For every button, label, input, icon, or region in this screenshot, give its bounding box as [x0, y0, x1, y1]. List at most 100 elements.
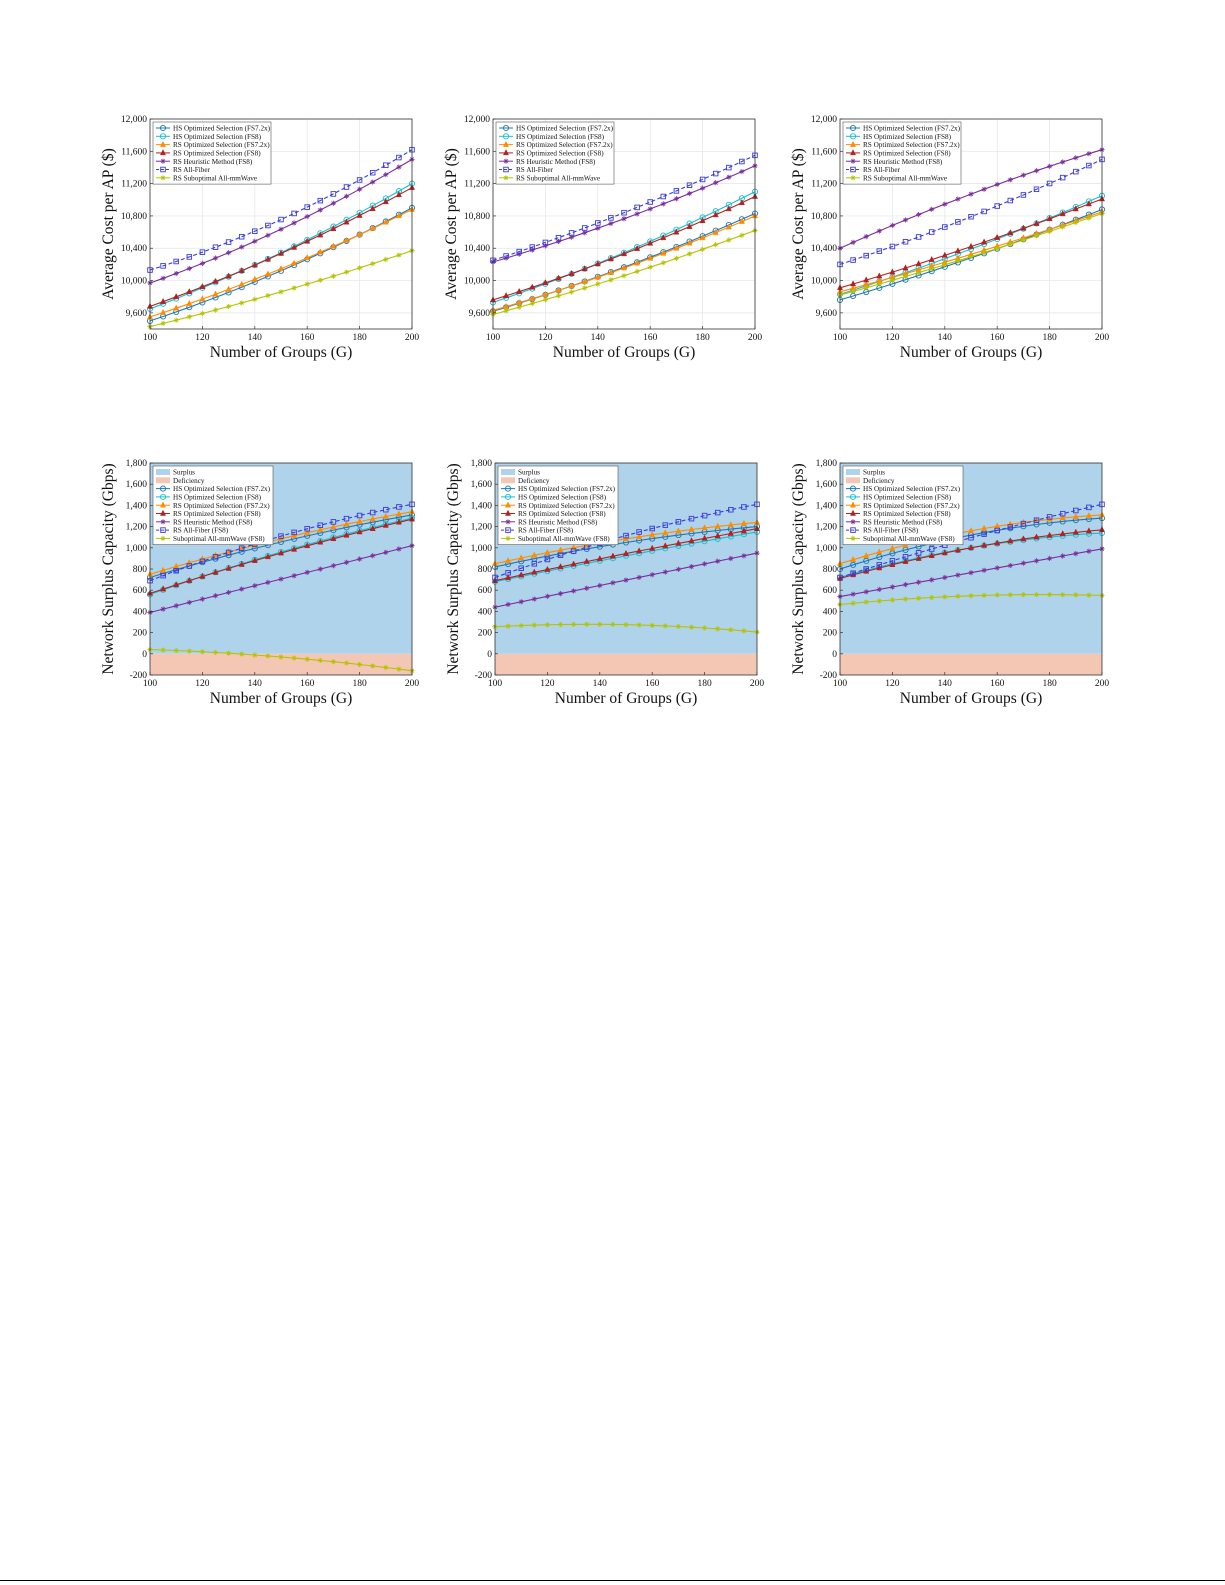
y-tick-label: 12,000	[464, 115, 490, 125]
x-tick-label: 120	[538, 333, 553, 343]
x-tick-label: 200	[405, 333, 420, 343]
data-point	[277, 265, 285, 272]
data-point	[330, 200, 336, 206]
data-point	[544, 565, 551, 572]
data-point	[225, 548, 232, 555]
data-point	[395, 510, 402, 517]
legend-marker	[160, 527, 166, 533]
legend-entry-label: Deficiency	[173, 477, 205, 485]
x-tick-label: 180	[352, 333, 367, 343]
series-7	[492, 621, 760, 635]
data-point	[889, 584, 895, 590]
legend-marker	[849, 140, 857, 147]
legend-entry-label: RS Heuristic Method (FS8)	[173, 518, 253, 526]
data-point	[675, 527, 682, 534]
data-point	[252, 238, 258, 244]
data-point	[317, 566, 323, 572]
data-point	[199, 596, 205, 602]
data-point	[647, 239, 654, 246]
series-line	[839, 503, 1103, 579]
legend-marker	[502, 149, 510, 156]
data-point	[382, 198, 389, 205]
data-point	[942, 594, 948, 600]
y-tick-label: 0	[487, 650, 492, 660]
legend-entry-label: RS Heuristic Method (FS8)	[518, 518, 598, 526]
data-point	[212, 554, 219, 560]
data-point	[570, 548, 577, 554]
data-point	[503, 308, 509, 314]
x-tick-label: 120	[885, 679, 900, 689]
legend-marker	[160, 158, 166, 164]
data-point	[739, 168, 745, 175]
data-point	[607, 268, 614, 275]
data-point	[212, 277, 219, 284]
legend-box	[152, 465, 274, 545]
legend-entry-label: HS Optimized Selection (FS8)	[863, 133, 952, 141]
data-point	[662, 522, 669, 528]
y-tick-label: 200	[823, 629, 838, 639]
data-point	[1007, 524, 1014, 530]
legend-entry-label: RS Optimized Selection (FS8)	[863, 150, 951, 158]
data-point	[863, 552, 870, 559]
legend-entry-label: Surplus	[518, 469, 540, 477]
series-4	[146, 515, 416, 596]
data-point	[160, 566, 167, 573]
data-point	[265, 232, 271, 238]
data-point	[383, 664, 389, 671]
data-point	[621, 216, 627, 222]
data-point	[516, 248, 522, 255]
data-point	[621, 273, 627, 279]
data-point	[699, 176, 706, 183]
data-point	[967, 242, 975, 249]
data-point	[967, 527, 975, 534]
legend-marker	[850, 166, 856, 173]
data-point	[199, 572, 206, 579]
data-point	[728, 555, 734, 562]
data-point	[304, 656, 310, 662]
data-point	[968, 593, 974, 599]
x-tick-label: 120	[195, 679, 210, 689]
data-point	[304, 254, 311, 261]
legend-box	[842, 121, 962, 185]
data-point	[505, 570, 511, 576]
legend-marker	[160, 535, 166, 541]
y-tick-label: 9,600	[816, 309, 838, 319]
data-point	[212, 244, 219, 250]
data-point	[571, 588, 577, 594]
data-point	[304, 542, 311, 549]
data-point	[850, 591, 856, 597]
x-tick-label: 140	[593, 679, 608, 689]
data-point	[1059, 530, 1066, 537]
data-point	[557, 591, 564, 597]
data-point	[1085, 200, 1092, 207]
data-point	[739, 232, 745, 238]
data-point	[557, 552, 564, 558]
data-point	[529, 283, 536, 290]
data-point	[941, 251, 948, 258]
data-point	[738, 217, 745, 224]
legend-entry-label: RS All-Fiber	[863, 166, 901, 174]
data-point	[239, 300, 245, 306]
data-point	[357, 556, 363, 562]
data-point	[673, 244, 680, 251]
data-point	[581, 265, 588, 272]
data-point	[1007, 241, 1013, 247]
data-point	[1007, 177, 1013, 183]
data-point	[226, 303, 232, 310]
legend-entry-label: HS Optimized Selection (FS7.2x)	[863, 125, 961, 133]
data-point	[396, 546, 402, 552]
data-point	[702, 561, 708, 567]
legend-marker	[850, 158, 856, 164]
data-point	[929, 266, 935, 272]
data-point	[226, 589, 232, 596]
data-point	[968, 570, 974, 576]
y-tick-label: 600	[133, 586, 148, 596]
y-axis-label: Average Cost per AP ($)	[443, 148, 460, 300]
data-point	[529, 244, 536, 250]
data-point	[186, 288, 193, 295]
series-6	[837, 501, 1105, 581]
data-point	[675, 623, 681, 630]
legend-box	[842, 465, 964, 545]
data-point	[330, 659, 336, 665]
